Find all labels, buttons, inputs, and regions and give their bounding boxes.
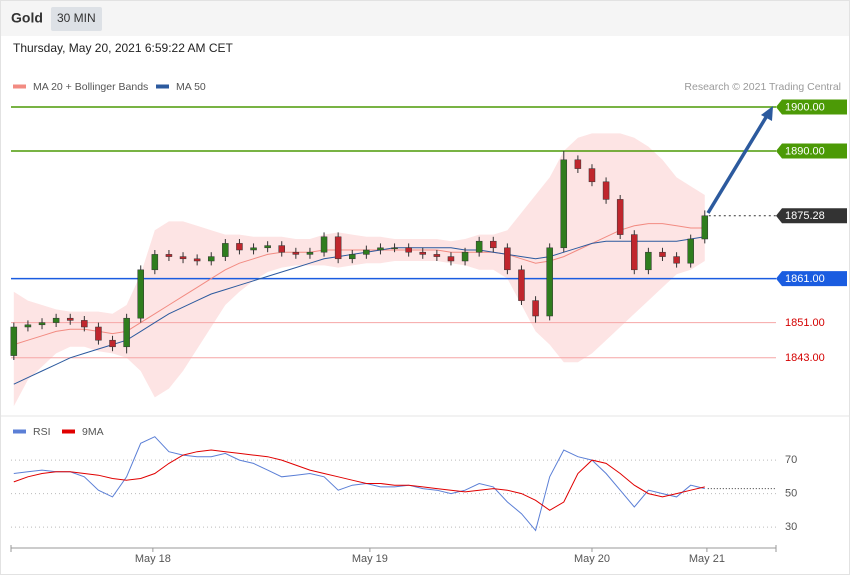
candle-body xyxy=(560,159,568,249)
candle-body xyxy=(207,256,215,262)
candle-body xyxy=(193,258,201,262)
level-label: 1900.00 xyxy=(785,101,825,113)
level-tag xyxy=(776,271,847,287)
x-tick-label: May 21 xyxy=(689,553,725,565)
level-tag xyxy=(776,99,847,115)
candle-body xyxy=(701,215,709,240)
candle-body xyxy=(137,269,144,319)
forecast-arrow xyxy=(706,113,770,214)
candle-body xyxy=(306,251,314,255)
x-tick-label: May 19 xyxy=(352,553,388,565)
candle-body xyxy=(391,247,398,250)
candle-body xyxy=(588,168,596,183)
level-label: 1843.00 xyxy=(785,352,825,364)
legend-label: MA 20 + Bollinger Bands xyxy=(33,81,148,93)
level-tag xyxy=(776,143,847,159)
legend-label: 9MA xyxy=(82,426,104,438)
rsi-line xyxy=(13,449,705,511)
candle-body xyxy=(292,251,300,255)
candle-body xyxy=(645,251,652,271)
candle-body xyxy=(631,234,638,271)
candle-body xyxy=(546,247,553,317)
candle-body xyxy=(363,249,370,255)
candle-body xyxy=(179,256,187,260)
legend-swatch xyxy=(13,84,26,89)
candle-body xyxy=(616,199,624,235)
candle-body xyxy=(377,247,384,251)
legend-label: MA 50 xyxy=(176,81,206,93)
candle-body xyxy=(532,300,539,317)
candle-body xyxy=(673,256,680,264)
candle-body xyxy=(334,236,342,260)
interval-button[interactable] xyxy=(51,7,102,31)
candle-body xyxy=(687,238,694,264)
candle-body xyxy=(659,251,666,257)
candle-body xyxy=(38,322,46,326)
candle-body xyxy=(447,256,455,262)
rsi-line xyxy=(13,436,705,532)
legend-swatch xyxy=(62,429,75,434)
candle-body xyxy=(24,324,32,328)
rsi-tick-label: 50 xyxy=(785,487,797,499)
candle-body xyxy=(574,159,582,169)
level-label: 1861.00 xyxy=(785,273,825,285)
header-bar xyxy=(1,1,849,36)
interval[interactable]: 30 MIN xyxy=(57,11,96,25)
rsi-tick-label: 30 xyxy=(785,521,797,533)
candle-body xyxy=(123,317,130,348)
bollinger-band xyxy=(13,133,705,407)
plot: 1900.00 1890.00 1875.28 1861.00 1851.00 1843.… xyxy=(10,81,847,565)
x-tick-label: May 18 xyxy=(135,553,171,565)
candle-body xyxy=(264,245,271,249)
level-label: 1890.00 xyxy=(785,145,825,157)
candle-body xyxy=(10,326,18,356)
level-label: 1851.00 xyxy=(785,317,825,329)
candle-body xyxy=(52,317,60,323)
candle-body xyxy=(349,254,356,260)
candle-body xyxy=(433,254,441,257)
candle-body xyxy=(419,251,427,255)
candle-body xyxy=(236,243,243,251)
level-label: 1875.28 xyxy=(785,210,825,222)
candle-body xyxy=(504,247,511,271)
candle-body xyxy=(95,326,102,341)
candle-body xyxy=(602,181,610,200)
candle-body xyxy=(405,247,412,253)
candle-body xyxy=(151,254,159,271)
candle-body xyxy=(165,254,173,257)
rsi-tick-label: 70 xyxy=(785,454,797,466)
legend-swatch xyxy=(156,84,169,89)
level-tag xyxy=(776,208,847,224)
legend-swatch xyxy=(13,429,26,434)
symbol: Gold xyxy=(11,10,43,26)
candle-body xyxy=(320,236,328,253)
candle-body xyxy=(518,269,525,301)
candle-body xyxy=(461,251,469,262)
x-tick-label: May 20 xyxy=(574,553,610,565)
candle-body xyxy=(250,247,257,251)
candle-body xyxy=(490,240,497,249)
candle-body xyxy=(109,339,116,348)
candle-body xyxy=(81,320,88,328)
timestamp: Thursday, May 20, 2021 6:59:22 AM CET xyxy=(13,41,234,55)
candle-body xyxy=(475,240,483,253)
forecast-arrowhead xyxy=(761,106,773,121)
candle-body xyxy=(278,245,285,253)
candle-body xyxy=(66,317,74,321)
candle-body xyxy=(222,243,229,257)
copyright: Research © 2021 Trading Central xyxy=(684,81,841,93)
legend-label: RSI xyxy=(33,426,51,438)
